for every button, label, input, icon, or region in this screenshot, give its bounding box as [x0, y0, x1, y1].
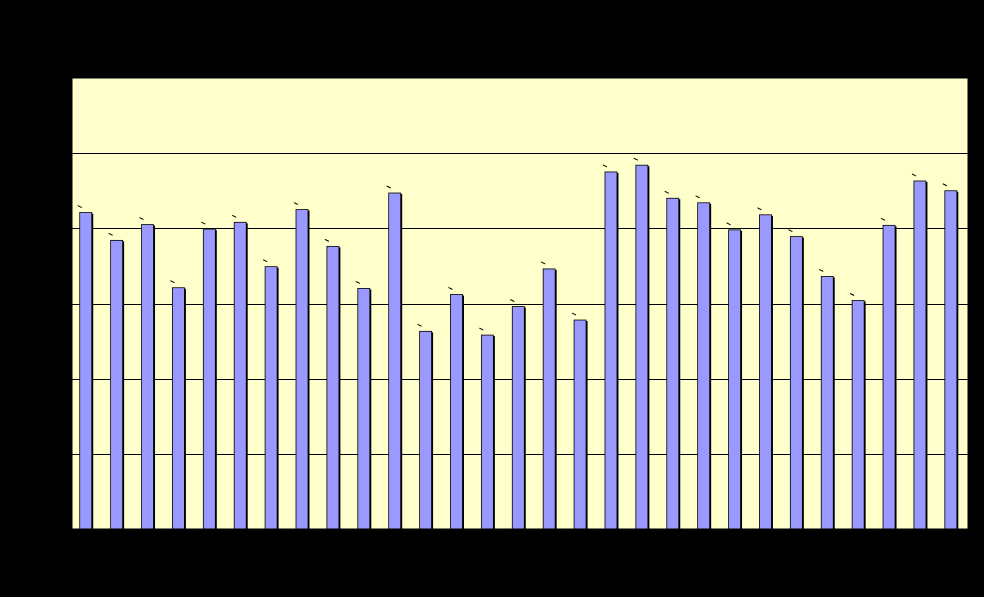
bar-16 — [540, 261, 557, 530]
bar-label-marker — [293, 202, 299, 205]
bar-19 — [633, 157, 650, 530]
bar-label-marker — [695, 195, 700, 199]
bar-8 — [293, 202, 310, 530]
bar-rect — [666, 197, 680, 530]
bar-rect — [141, 224, 154, 530]
bar-rect — [542, 268, 556, 530]
bar-label-marker — [448, 287, 453, 290]
bar-label-marker — [602, 164, 608, 168]
bar-label-marker — [510, 299, 515, 302]
bar-11 — [386, 185, 403, 530]
bar-10 — [355, 281, 372, 530]
bar-rect — [511, 306, 525, 530]
bar-rect — [326, 245, 340, 530]
bar-label-marker — [231, 214, 237, 218]
bar-label-marker — [942, 183, 948, 187]
bar-rect — [820, 276, 834, 530]
bar-label-marker — [417, 323, 422, 327]
bar-rect — [295, 209, 309, 530]
bar-14 — [479, 327, 495, 530]
bar-label-marker — [757, 207, 762, 211]
bar-label-marker — [479, 327, 484, 331]
bar-rect — [264, 266, 278, 530]
bar-2 — [108, 232, 125, 530]
bar-9 — [324, 238, 341, 530]
bar-rect — [110, 239, 124, 530]
bar-rect — [233, 221, 247, 530]
bar-label-marker — [355, 281, 361, 284]
bar-25 — [819, 268, 835, 530]
bar-24 — [788, 229, 804, 530]
bar-rect — [480, 334, 494, 530]
bar-rect — [79, 212, 93, 530]
bar-1 — [77, 205, 94, 530]
bar-26 — [849, 293, 866, 530]
bar-17 — [571, 312, 588, 530]
bar-4 — [170, 280, 186, 530]
bar-rect — [759, 214, 772, 530]
bar-label-marker — [324, 238, 330, 242]
bar-rect — [202, 228, 216, 530]
bar-28 — [911, 173, 928, 530]
bar-3 — [139, 217, 156, 530]
bar-15 — [510, 299, 526, 530]
bar-rect — [357, 288, 371, 530]
bar-23 — [757, 207, 773, 530]
bar-label-marker — [386, 185, 391, 189]
bar-label-marker — [540, 261, 546, 265]
bar-label-marker — [726, 222, 731, 226]
bar-22 — [726, 222, 743, 530]
bar-label-marker — [77, 205, 82, 208]
bar-rect — [419, 330, 432, 530]
bar-rect — [604, 171, 618, 530]
bar-rect — [635, 164, 649, 530]
bar-rect — [913, 180, 927, 530]
bar-29 — [942, 183, 959, 530]
bar-label-marker — [633, 157, 639, 161]
bar-label-marker — [262, 259, 268, 263]
bar-label-marker — [911, 173, 917, 177]
bar-rect — [450, 294, 463, 530]
bar-7 — [262, 259, 279, 530]
bar-label-marker — [819, 268, 824, 272]
bar-label-marker — [664, 190, 669, 194]
bar-label-marker — [201, 221, 206, 225]
bar-6 — [231, 214, 248, 530]
bar-rect — [728, 229, 741, 530]
bar-rect — [944, 190, 958, 530]
bar-label-marker — [788, 229, 793, 233]
bar-label-marker — [571, 312, 577, 316]
bar-18 — [602, 164, 619, 530]
bar-12 — [417, 323, 434, 530]
bar-13 — [448, 287, 464, 530]
bar-5 — [201, 221, 217, 530]
bar-rect — [573, 319, 587, 530]
bar-21 — [695, 195, 712, 530]
bar-label-marker — [880, 217, 886, 221]
bar-rect — [882, 224, 896, 530]
bar-rect — [172, 287, 185, 530]
bar-label-marker — [170, 280, 175, 284]
bar-label-marker — [108, 232, 113, 236]
bar-series — [77, 157, 959, 530]
bar-label-marker — [139, 217, 144, 221]
bar-20 — [664, 190, 681, 530]
bar-label-marker — [849, 293, 855, 296]
bar-rect — [697, 202, 711, 530]
bar-rect — [851, 300, 865, 530]
bar-27 — [880, 217, 897, 530]
bar-rect — [789, 236, 803, 530]
bar-rect — [388, 192, 402, 530]
